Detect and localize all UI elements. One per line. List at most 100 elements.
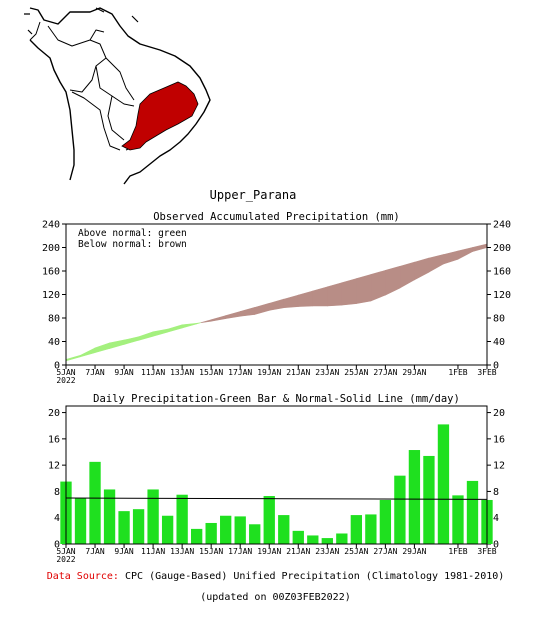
x-tick-label-line: 3FEB [477, 547, 496, 556]
anomaly-segment [109, 339, 125, 349]
x-tick-label-line: 1FEB [448, 368, 467, 377]
x-tick-label: 25JAN [344, 547, 368, 556]
x-tick-label: 17JAN [228, 368, 252, 377]
anomaly-segment [80, 347, 96, 358]
y-tick-label-left: 12 [48, 461, 60, 472]
daily-bar [74, 498, 87, 544]
x-tick-label: 13JAN [170, 368, 194, 377]
x-tick-label: 9JAN [114, 368, 133, 377]
daily-bar [423, 455, 435, 544]
x-tick-label: 5JAN 2022 [56, 547, 75, 564]
daily-bar [307, 535, 319, 544]
x-tick-label-line: 21JAN [286, 547, 310, 556]
y-tick-label-right: 0 [493, 361, 499, 372]
y-tick-label-right: 16 [493, 434, 505, 445]
y-tick-label-left: 4 [54, 513, 60, 524]
x-tick-label-line: 13JAN [170, 547, 194, 556]
daily-bar [176, 494, 188, 544]
data-source-text: CPC (Gauge-Based) Unified Precipitation … [124, 571, 505, 582]
y-tick-label-left: 240 [42, 220, 60, 231]
anomaly-segment [297, 290, 314, 307]
x-tick-label-line: 2022 [56, 555, 75, 564]
chart-title: Observed Accumulated Precipitation (mm) [153, 211, 400, 223]
x-tick-label: 29JAN [402, 368, 426, 377]
anomaly-segment [341, 278, 357, 306]
normal-line [65, 497, 488, 500]
y-tick-label-left: 0 [54, 540, 60, 551]
updated-line: (updated on 00Z03FEB2022) [200, 592, 351, 603]
daily-bar [350, 515, 363, 544]
anomaly-segment [225, 311, 241, 319]
daily-bar [132, 509, 145, 544]
x-tick-label: 27JAN [373, 547, 397, 556]
anomaly-shading [65, 243, 488, 362]
x-tick-label-line: 11JAN [141, 368, 165, 377]
x-tick-label: 3FEB [477, 368, 496, 377]
y-tick-label-left: 120 [42, 290, 60, 301]
upper-parana-region [121, 81, 199, 151]
x-tick-label-line: 5JAN [56, 368, 75, 377]
y-tick-label-right: 120 [493, 290, 511, 301]
daily-bar [437, 424, 450, 544]
x-tick-label: 29JAN [402, 547, 426, 556]
anomaly-segment [443, 250, 459, 265]
anomaly-segment [181, 322, 197, 329]
daily-bar [89, 461, 101, 544]
x-tick-label: 23JAN [315, 547, 339, 556]
x-tick-label-line: 27JAN [373, 368, 397, 377]
daily-bar [321, 538, 333, 544]
x-tick-label-line: 15JAN [199, 368, 223, 377]
y-tick-label-right: 40 [493, 337, 505, 348]
daily-bar [292, 530, 304, 544]
x-tick-label: 3FEB [477, 547, 496, 556]
region-title: Upper_Parana [210, 188, 297, 202]
x-tick-label-line: 25JAN [344, 547, 368, 556]
daily-bar [161, 515, 174, 544]
anomaly-segment [123, 336, 139, 345]
x-tick-label-line: 17JAN [228, 547, 252, 556]
y-tick-label-right: 8 [493, 487, 499, 498]
y-tick-label-right: 0 [493, 540, 499, 551]
anomaly-segment [472, 243, 488, 253]
chart-title: Daily Precipitation-Green Bar & Normal-S… [93, 393, 460, 405]
y-tick-label-right: 240 [493, 220, 511, 231]
plot-frame-top [65, 223, 488, 366]
daily-bar [118, 511, 130, 544]
x-tick-label-line: 13JAN [170, 368, 194, 377]
x-tick-label: 19JAN [257, 368, 281, 377]
y-tick-label-left: 16 [48, 434, 60, 445]
y-tick-label-right: 12 [493, 461, 505, 472]
anomaly-segment [268, 298, 285, 311]
daily-bar [234, 516, 246, 544]
x-tick-label-line: 27JAN [373, 547, 397, 556]
anomaly-segment [200, 319, 212, 323]
anomaly-segment [399, 261, 415, 289]
y-tick-label-right: 4 [493, 513, 499, 524]
daily-precipitation-chart: Daily Precipitation-Green Bar & Normal-S… [48, 393, 505, 564]
x-tick-label: 17JAN [228, 547, 252, 556]
x-tick-label-line: 21JAN [286, 368, 310, 377]
daily-bar [249, 524, 261, 544]
anomaly-segment [370, 270, 386, 302]
daily-bar [147, 489, 159, 544]
data-source-line: Data Source: CPC (Gauge-Based) Unified P… [0, 571, 551, 582]
x-tick-label: 15JAN [199, 368, 223, 377]
x-tick-label-line: 19JAN [257, 368, 281, 377]
x-tick-label-line: 7JAN [85, 547, 104, 556]
anomaly-segment [94, 342, 110, 354]
map-islands [24, 7, 139, 35]
x-tick-label: 23JAN [315, 368, 339, 377]
x-tick-label-line: 23JAN [315, 547, 339, 556]
x-tick-label-line: 1FEB [448, 547, 467, 556]
x-tick-label-line: 5JAN [56, 547, 75, 556]
x-tick-label: 21JAN [286, 368, 310, 377]
x-tick-label: 11JAN [141, 547, 165, 556]
daily-bar [103, 489, 116, 544]
x-tick-label: 7JAN [85, 368, 104, 377]
data-source-label: Data Source: [46, 571, 119, 582]
anomaly-segment [239, 307, 256, 317]
daily-bar [190, 528, 203, 544]
x-tick-label-line: 7JAN [85, 368, 104, 377]
x-tick-label: 15JAN [199, 547, 223, 556]
